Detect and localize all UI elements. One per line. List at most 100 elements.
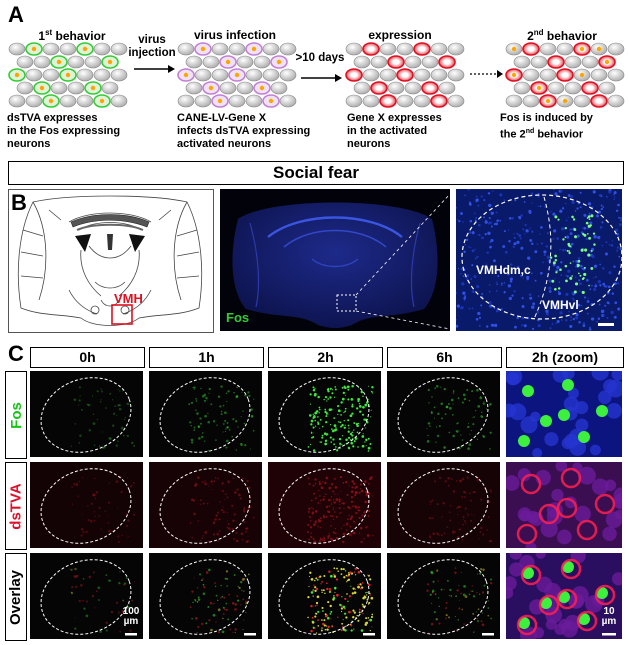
nucleus [511, 216, 514, 220]
cell-signal [430, 622, 434, 626]
nucleus [588, 328, 592, 331]
cell-signal [244, 394, 247, 397]
cell-signal [314, 586, 317, 589]
cell-signal [105, 574, 108, 577]
cell-signal [476, 617, 478, 620]
fos-dot [562, 98, 568, 104]
cell-signal [101, 431, 103, 433]
scalebar [244, 633, 256, 636]
nucleus [464, 295, 467, 298]
cell-signal [347, 388, 350, 391]
neuron [228, 94, 246, 108]
fos-dot [604, 59, 610, 65]
cell-signal [220, 584, 222, 587]
cell-signal [94, 497, 97, 500]
cell-signal [430, 411, 433, 415]
cell-signal [250, 415, 254, 418]
cell-signal [323, 537, 326, 540]
neuron [67, 81, 85, 95]
cell-signal [224, 577, 227, 580]
cell-signal [448, 616, 451, 619]
nucleus [575, 260, 578, 263]
cell-signal [315, 612, 318, 615]
cell-signal [127, 535, 129, 537]
cell-signal [348, 595, 352, 598]
cell-signal [342, 619, 344, 621]
neuron [379, 68, 397, 82]
cell-signal [343, 612, 347, 615]
nucleus [531, 242, 534, 246]
cell-signal [454, 616, 456, 618]
cell-signal [324, 395, 328, 399]
cell-signal [467, 447, 470, 450]
nucleus [474, 248, 476, 251]
nucleus [463, 296, 467, 300]
nucleus [610, 310, 614, 315]
cell-signal [344, 608, 346, 610]
cell-signal [335, 446, 337, 448]
cell-signal [476, 438, 479, 441]
cell-signal [350, 585, 352, 587]
nucleus [549, 211, 552, 213]
fos-cell [554, 215, 558, 219]
cell-signal [344, 407, 347, 410]
neuron [362, 42, 380, 56]
cell-signal [189, 606, 192, 609]
cell-signal [318, 412, 320, 414]
cell-signal [335, 578, 339, 581]
nucleus [589, 221, 592, 225]
nucleus [509, 280, 513, 283]
neuron [236, 55, 254, 69]
vmh-image-dstva-1h [149, 462, 262, 548]
nucleus [467, 189, 470, 191]
nucleus [543, 250, 547, 254]
cell-signal [319, 427, 321, 429]
fos-cell [569, 262, 572, 264]
nucleus [463, 250, 466, 254]
cell-signal [361, 444, 365, 448]
cell-signal [346, 593, 348, 595]
cell-signal [470, 499, 473, 502]
cell-signal [226, 422, 229, 424]
nucleus [579, 206, 582, 209]
cell-signal [196, 601, 199, 603]
cell-signal [240, 580, 243, 584]
cell-signal [233, 574, 236, 576]
cell-signal [318, 489, 320, 492]
nucleus [488, 283, 491, 286]
cell-signal [347, 578, 351, 581]
neuron [387, 55, 405, 69]
cell-signal [472, 595, 476, 598]
neuron [59, 42, 77, 56]
nucleus [467, 274, 470, 277]
nucleus [593, 235, 597, 239]
cell-signal [459, 600, 461, 602]
fos-dot [39, 85, 45, 91]
cell-signal [323, 514, 325, 516]
cell-signal [94, 515, 96, 517]
cell-signal [432, 532, 436, 536]
cell-signal [308, 538, 311, 541]
cell-signal [369, 592, 371, 595]
cell-signal [481, 416, 484, 418]
nucleus [604, 252, 609, 256]
cell-signal [121, 390, 124, 392]
cell-signal [98, 445, 101, 448]
cell-signal [480, 415, 483, 418]
cell-signal [330, 483, 334, 486]
cell-signal [314, 419, 317, 422]
nucleus [462, 291, 466, 295]
cell-signal [354, 588, 357, 590]
cell-signal [369, 443, 372, 446]
cell-signal [428, 402, 430, 404]
cell-signal [353, 628, 355, 630]
nucleus [522, 277, 524, 279]
cell-signal [336, 593, 339, 597]
nucleus [605, 195, 608, 198]
cell-signal [235, 531, 238, 534]
nucleus [478, 316, 482, 319]
cell-signal [117, 388, 119, 390]
neuron [236, 81, 254, 95]
cell-signal [351, 592, 354, 595]
cell-signal [212, 420, 216, 423]
